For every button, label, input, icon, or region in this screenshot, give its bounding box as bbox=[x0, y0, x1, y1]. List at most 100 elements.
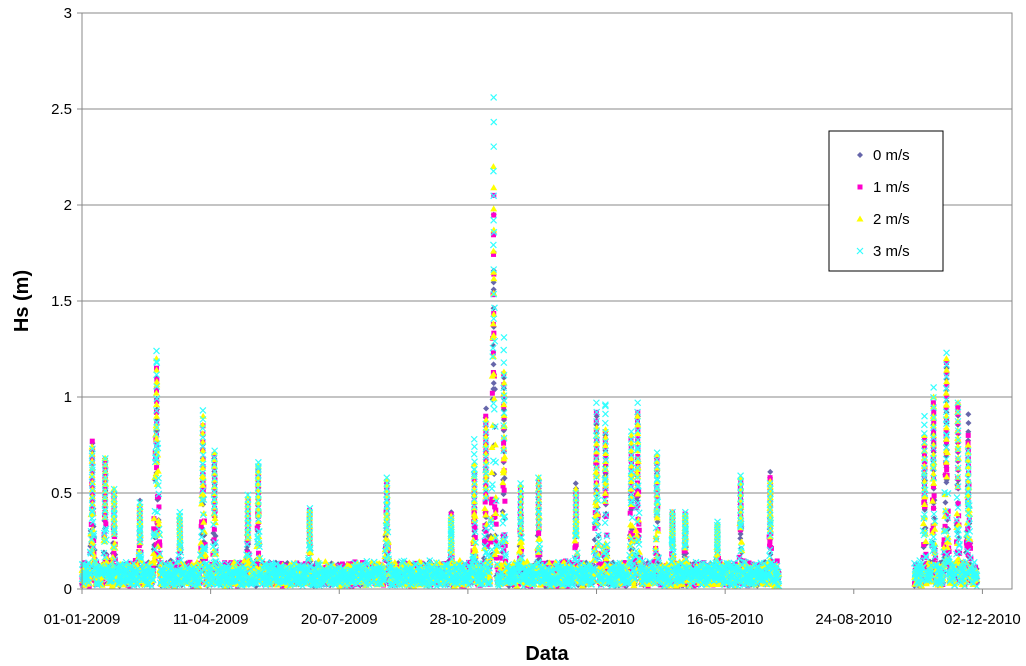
square-point bbox=[211, 537, 217, 543]
square-point bbox=[592, 525, 598, 531]
square-point bbox=[627, 510, 633, 516]
square-point bbox=[768, 530, 774, 536]
square-point bbox=[154, 527, 160, 533]
square-point bbox=[921, 542, 927, 548]
square-point bbox=[88, 521, 94, 527]
square-point bbox=[485, 543, 491, 549]
square-point bbox=[502, 498, 508, 504]
square-point bbox=[515, 581, 521, 587]
square-point bbox=[489, 390, 495, 396]
square-point bbox=[492, 504, 498, 510]
square-point bbox=[482, 499, 488, 505]
square-point bbox=[151, 528, 157, 534]
square-point bbox=[492, 538, 498, 544]
square-point bbox=[774, 558, 780, 564]
square-point bbox=[746, 560, 752, 566]
square-point bbox=[636, 527, 642, 533]
square-point bbox=[489, 496, 495, 502]
square-point bbox=[500, 542, 506, 548]
square-point bbox=[165, 560, 171, 566]
square-point bbox=[566, 559, 572, 565]
square-point bbox=[111, 550, 117, 556]
diamond-point bbox=[483, 405, 490, 412]
square-point bbox=[472, 535, 478, 541]
square-point bbox=[767, 539, 773, 545]
diamond-point bbox=[490, 380, 497, 387]
square-point bbox=[933, 555, 939, 561]
diamond-point bbox=[965, 420, 972, 427]
diamond-point bbox=[490, 286, 497, 293]
square-point bbox=[132, 558, 138, 564]
square-point bbox=[653, 550, 659, 556]
square-point bbox=[272, 581, 278, 587]
diamond-point bbox=[490, 361, 497, 368]
diamond-point bbox=[965, 411, 972, 418]
square-point bbox=[484, 537, 490, 543]
square-point bbox=[466, 559, 472, 565]
square-point bbox=[501, 440, 507, 446]
square-point bbox=[199, 519, 205, 525]
square-point bbox=[138, 565, 144, 571]
square-point bbox=[678, 562, 684, 568]
square-point bbox=[176, 556, 182, 562]
square-point bbox=[630, 533, 636, 539]
square-point bbox=[635, 502, 641, 508]
square-point bbox=[931, 505, 937, 511]
square-point bbox=[222, 560, 228, 566]
square-point bbox=[237, 560, 243, 566]
square-point bbox=[256, 550, 262, 556]
square-point bbox=[150, 564, 156, 570]
square-point bbox=[198, 523, 204, 529]
square-point bbox=[278, 560, 284, 566]
square-point bbox=[493, 521, 499, 527]
square-point bbox=[254, 525, 260, 531]
square-point bbox=[157, 542, 163, 548]
square-point bbox=[736, 554, 742, 560]
square-point bbox=[187, 559, 193, 565]
square-point bbox=[492, 514, 498, 520]
square-point bbox=[103, 521, 109, 527]
square-point bbox=[941, 537, 947, 543]
square-point bbox=[536, 530, 542, 536]
square-point bbox=[923, 551, 929, 557]
diamond-point bbox=[492, 386, 499, 393]
diamond-point bbox=[767, 468, 774, 475]
square-point bbox=[596, 561, 602, 567]
square-point bbox=[628, 530, 634, 536]
square-point bbox=[494, 555, 500, 561]
data-points bbox=[78, 94, 981, 590]
diamond-point bbox=[595, 532, 602, 539]
square-point bbox=[944, 467, 950, 473]
square-point bbox=[499, 555, 505, 561]
square-point bbox=[211, 526, 217, 532]
square-point bbox=[202, 542, 208, 548]
square-point bbox=[930, 523, 936, 529]
square-point bbox=[156, 494, 162, 500]
square-point bbox=[488, 539, 494, 545]
square-point bbox=[563, 558, 569, 564]
square-point bbox=[483, 528, 489, 534]
square-point bbox=[682, 548, 688, 554]
square-point bbox=[501, 487, 507, 493]
square-point bbox=[599, 561, 605, 567]
square-point bbox=[574, 561, 580, 567]
diamond-point bbox=[942, 499, 949, 506]
square-point bbox=[715, 556, 721, 562]
square-point bbox=[157, 539, 163, 545]
square-point bbox=[541, 560, 547, 566]
square-point bbox=[603, 513, 609, 519]
square-point bbox=[500, 483, 506, 489]
square-point bbox=[396, 562, 402, 568]
square-point bbox=[489, 499, 495, 505]
square-point bbox=[942, 523, 948, 529]
square-point bbox=[573, 542, 579, 548]
square-point bbox=[945, 508, 951, 514]
square-point bbox=[549, 560, 555, 566]
square-point bbox=[493, 507, 499, 513]
square-point bbox=[392, 581, 398, 587]
square-point bbox=[946, 548, 952, 554]
square-point bbox=[621, 560, 627, 566]
square-point bbox=[931, 493, 937, 499]
diamond-point bbox=[572, 480, 579, 487]
